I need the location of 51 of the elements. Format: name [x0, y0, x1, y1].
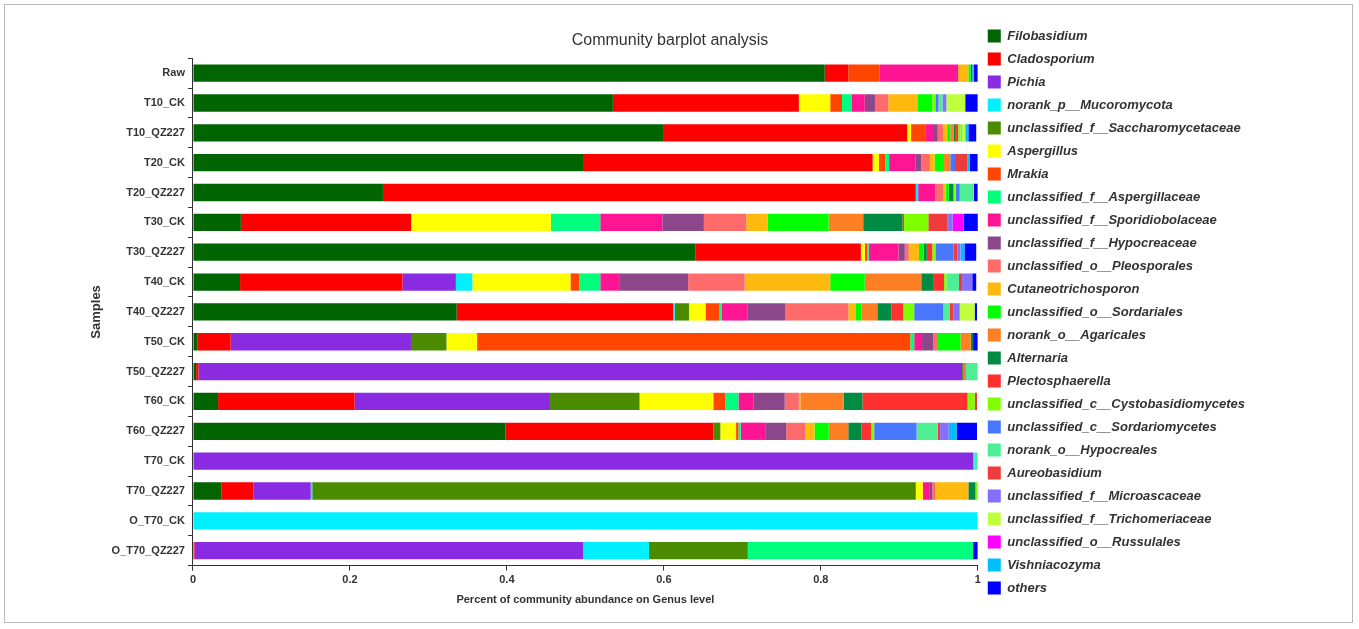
y-tick-label: T10_CK — [144, 96, 186, 108]
legend-label: unclassified_o__Sordariales — [1007, 303, 1183, 319]
legend-label: Aureobasidium — [1006, 464, 1103, 480]
legend-label: unclassified_f__Hypocreaceae — [1007, 234, 1197, 250]
legend-label: unclassified_o__Russulales — [1007, 533, 1181, 549]
y-tick-label: T40_CK — [144, 275, 186, 288]
legend-label: norank_p__Mucoromycota — [1007, 96, 1173, 112]
legend-label: unclassified_c__Sordariomycetes — [1007, 418, 1217, 434]
legend-label: unclassified_o__Pleosporales — [1007, 257, 1193, 273]
y-tick-label: O_T70_QZ227 — [111, 543, 185, 556]
legend-label: Cladosporium — [1007, 50, 1096, 66]
legend-label: Filobasidium — [1007, 27, 1088, 43]
legend-label: Alternaria — [1006, 349, 1068, 365]
x-tick-label: 0.6 — [656, 573, 672, 586]
legend-label: norank_o__Agaricales — [1007, 326, 1147, 342]
y-tick-label: T70_CK — [144, 454, 186, 467]
x-tick-label: 0.2 — [342, 573, 358, 586]
y-tick-label: T10_QZ227 — [126, 125, 185, 138]
legend-label: norank_o__Hypocreales — [1007, 441, 1158, 457]
legend-label: Plectosphaerella — [1007, 372, 1111, 388]
legend-label: unclassified_f__Saccharomycetaceae — [1007, 119, 1241, 135]
x-tick-label: 1 — [974, 573, 981, 586]
legend-label: Vishniacozyma — [1007, 556, 1101, 572]
legend-label: unclassified_c__Cystobasidiomycetes — [1007, 395, 1246, 411]
y-tick-label: T50_CK — [144, 334, 186, 347]
legend-label: unclassified_f__Trichomeriaceae — [1007, 510, 1212, 526]
legend-label: Aspergillus — [1006, 142, 1079, 158]
legend-label: Cutaneotrichosporon — [1007, 280, 1140, 296]
legend-label: unclassified_f__Microascaceae — [1007, 487, 1201, 503]
x-tick-label: 0 — [189, 573, 197, 586]
x-axis-title: Percent of community abundance on Genus level — [456, 593, 715, 606]
y-tick-label: T60_CK — [144, 394, 186, 407]
x-tick-label: 0.4 — [499, 573, 516, 586]
y-axis-title: Samples — [88, 285, 104, 339]
legend-label: Mrakia — [1007, 165, 1049, 181]
chart-title: Community barplot analysis — [571, 31, 769, 49]
y-tick-label: T40_QZ227 — [126, 304, 185, 317]
y-tick-label: T20_QZ227 — [126, 185, 185, 198]
legend-label: unclassified_f__Aspergillaceae — [1007, 188, 1201, 204]
x-tick-label: 0.8 — [813, 573, 829, 586]
y-tick-label: T70_QZ227 — [126, 484, 185, 497]
y-tick-label: T30_CK — [144, 215, 186, 228]
y-tick-label: T50_QZ227 — [126, 364, 185, 377]
y-tick-label: Raw — [162, 66, 186, 79]
legend-label: Pichia — [1007, 73, 1046, 89]
y-tick-label: T30_QZ227 — [126, 245, 185, 258]
legend-label: others — [1007, 579, 1048, 595]
y-tick-label: T60_QZ227 — [126, 424, 185, 437]
y-tick-label: O_T70_CK — [129, 513, 186, 526]
y-tick-label: T20_CK — [144, 155, 186, 168]
legend-label: unclassified_f__Sporidiobolaceae — [1007, 211, 1217, 227]
